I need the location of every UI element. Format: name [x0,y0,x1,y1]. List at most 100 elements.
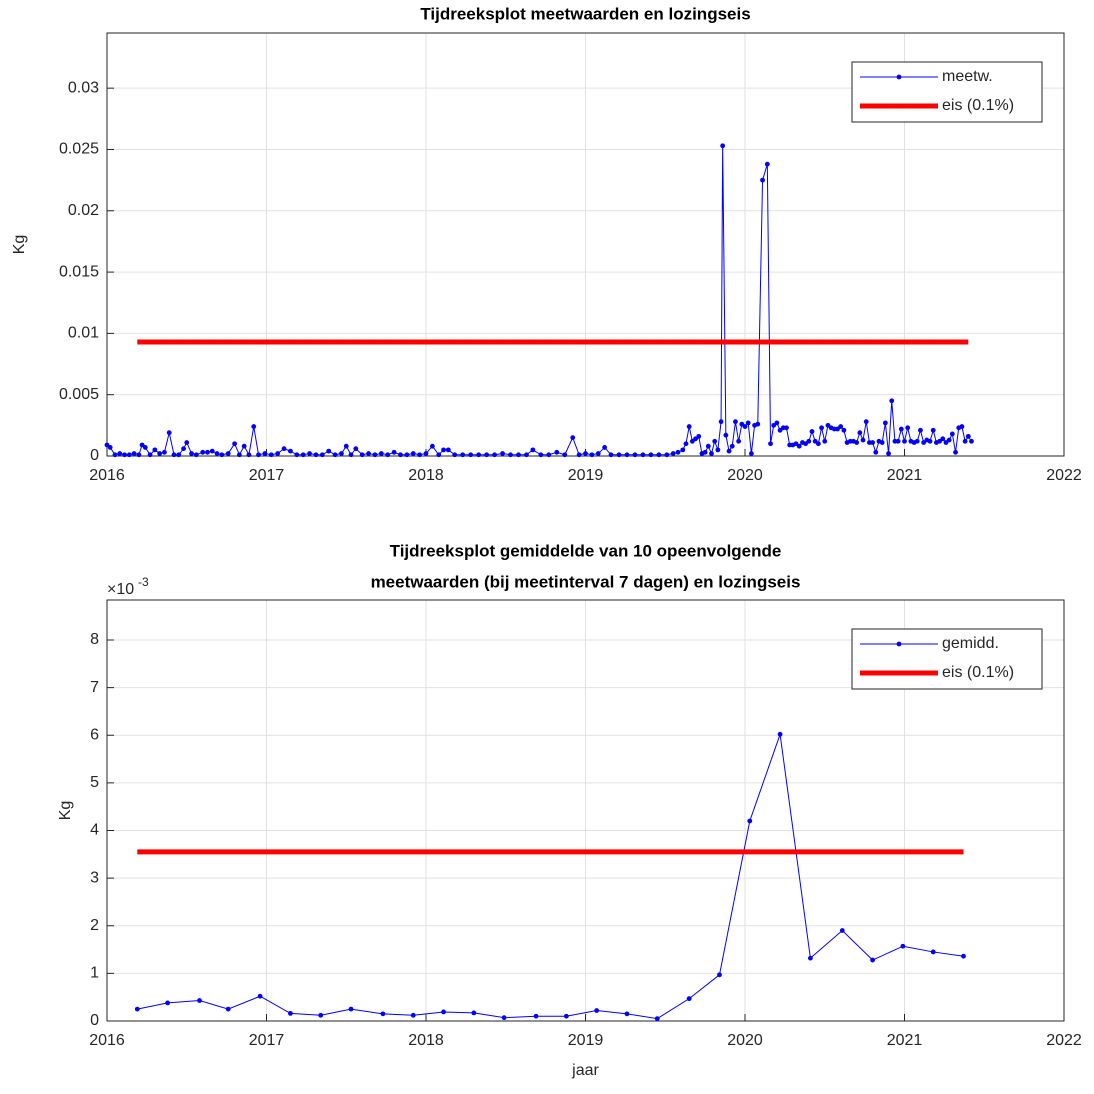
point [162,449,167,455]
x-tick-label: 2019 [568,1032,604,1049]
point [410,1012,416,1018]
line [137,734,964,1020]
point [712,438,718,444]
point [122,452,127,458]
point [281,446,287,452]
point [723,432,729,438]
point [189,451,194,456]
x-tick-label: 2020 [727,1032,763,1049]
point [946,437,952,443]
y-tick-label: 0 [90,1012,99,1029]
point [702,449,708,455]
x-tick-label: 2021 [887,467,923,484]
point [508,452,513,458]
point [930,427,936,433]
point [554,449,560,455]
y-axis-label: Kg [57,801,74,821]
point [516,452,521,458]
point [589,452,595,458]
point [468,452,474,458]
x-tick-label: 2020 [727,467,763,484]
point [774,420,780,426]
point [484,452,490,458]
point [134,1006,140,1012]
chart-title: Tijdreeksplot meetwaarden en lozingseis [420,4,750,23]
point [131,451,137,456]
point [398,452,403,458]
y-tick-label: 3 [90,869,99,886]
point [962,438,968,444]
point [886,451,891,456]
point [209,448,215,454]
y-tick-label: 6 [90,726,99,743]
point [136,452,142,458]
point [898,426,904,432]
y-axis-label: Kg [11,235,28,255]
point [417,452,423,458]
legend-box [851,628,1043,690]
x-tick-label: 2021 [887,1032,923,1049]
point [165,1000,171,1006]
point [181,446,186,452]
y-multiplier-exponent: -3 [138,575,149,589]
point [822,438,828,444]
y-multiplier-base: ×10 [107,581,134,598]
point [640,452,646,458]
legend-marker [896,74,902,80]
point [166,430,172,436]
point [648,452,654,458]
point [857,430,863,436]
y-tick-label: 2 [90,917,99,934]
y-tick-label: 5 [90,774,99,791]
point [902,438,907,444]
point [905,425,911,431]
point [895,438,901,444]
x-tick-label: 2019 [568,467,604,484]
point [147,452,153,458]
point [720,143,726,149]
point [839,928,845,933]
point [476,452,482,458]
point [900,943,906,949]
point [683,441,689,447]
y-tick-label: 0.005 [59,386,99,403]
point [742,424,748,429]
point [860,437,866,443]
point [214,451,220,456]
chart-title: Tijdreeksplot gemiddelde van 10 opeenvol… [390,541,782,560]
point [533,1013,539,1019]
point [184,440,190,445]
legend-label: eis (0.1%) [942,97,1014,114]
point [686,996,692,1002]
point [726,448,732,454]
point [768,441,773,447]
point [654,1016,660,1022]
point [378,451,384,456]
point [602,445,608,450]
point [307,451,312,456]
point [632,452,638,458]
x-tick-label: 2016 [89,1032,125,1049]
point [256,452,261,458]
point [268,452,274,458]
point [873,449,879,455]
x-tick-label: 2017 [249,1032,285,1049]
point [205,449,210,455]
point [965,433,971,439]
point [656,452,662,458]
y-tick-label: 4 [90,822,99,839]
point [624,452,630,458]
x-tick-label: 2018 [408,1032,444,1049]
point [385,452,391,458]
point [748,451,754,456]
point [262,451,268,456]
y-tick-label: 0 [90,447,99,464]
point [807,955,813,961]
point [436,452,442,458]
point [870,957,875,963]
point [863,419,869,425]
point [806,438,812,444]
point [126,452,132,458]
point [366,451,371,456]
point [819,425,824,431]
